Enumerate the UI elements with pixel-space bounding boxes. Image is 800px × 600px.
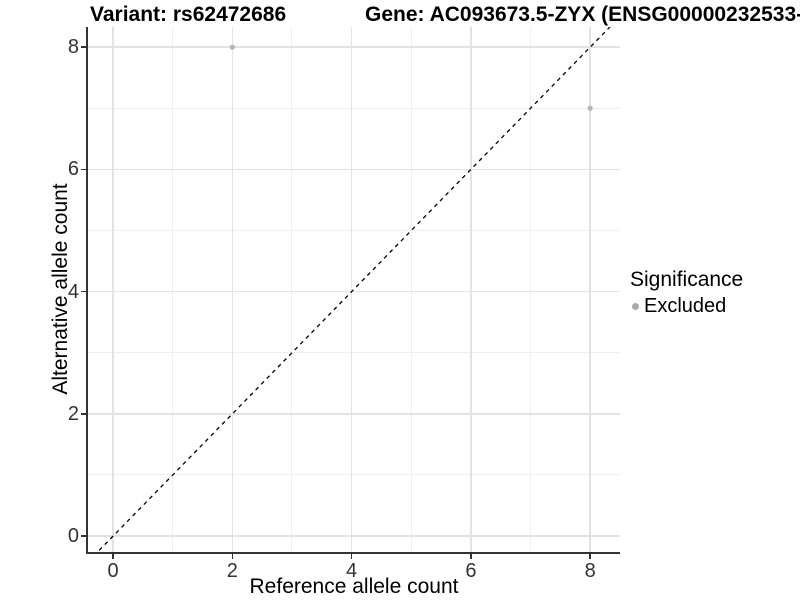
gridline-minor-y-7 [88, 107, 620, 109]
x-tick-label-2: 2 [226, 560, 238, 582]
y-tick-label-2: 2 [67, 402, 79, 425]
legend: Significance Excluded [630, 268, 743, 318]
gridline-major-x-6 [470, 27, 472, 552]
x-tick-label-8: 8 [584, 560, 596, 582]
x-tick-mark-6 [470, 554, 472, 559]
x-axis-line [86, 552, 620, 554]
gridline-major-y-0 [88, 535, 620, 537]
y-tick-mark-0 [81, 535, 86, 537]
y-tick-mark-6 [81, 168, 86, 171]
data-point-2-8 [229, 44, 235, 50]
gridline-minor-x-5 [410, 27, 412, 552]
x-tick-mark-0 [112, 554, 114, 559]
plot-layer [96, 27, 611, 552]
y-tick-mark-2 [81, 413, 86, 415]
gridline-major-x-2 [231, 27, 234, 552]
y-axis-line [86, 27, 88, 554]
data-point-8-7 [587, 105, 593, 111]
legend-point-icon [632, 303, 639, 310]
gridline-major-x-0 [112, 27, 114, 552]
x-tick-mark-4 [350, 554, 353, 559]
gridline-major-x-4 [350, 27, 353, 552]
x-tick-mark-2 [231, 554, 234, 559]
x-tick-label-0: 0 [107, 560, 119, 582]
legend-item-label: Excluded [644, 295, 727, 317]
gridline-minor-x-3 [291, 27, 293, 552]
plot-panel [88, 27, 620, 552]
gridline-minor-y-3 [88, 352, 620, 354]
gridline-major-y-8 [88, 46, 620, 48]
gridline-minor-x-1 [172, 27, 174, 552]
y-tick-label-4: 4 [67, 280, 79, 303]
legend-item-excluded: Excluded [630, 295, 743, 318]
legend-title: Significance [630, 268, 744, 291]
plot-title-gene: Gene: AC093673.5-ZYX (ENSG00000232533-EN [365, 3, 800, 26]
gridline-minor-y-1 [88, 474, 620, 476]
x-tick-label-6: 6 [465, 560, 477, 582]
x-tick-mark-8 [589, 554, 591, 559]
gridline-minor-x-7 [530, 27, 532, 552]
gridline-major-y-6 [88, 168, 620, 171]
y-tick-label-0: 0 [67, 525, 79, 548]
x-tick-label-4: 4 [346, 560, 358, 582]
gridline-major-y-4 [88, 290, 620, 293]
y-tick-label-6: 6 [67, 158, 79, 181]
gridline-major-x-8 [589, 27, 591, 552]
gridline-major-y-2 [88, 413, 620, 415]
x-axis-title: Reference allele count [249, 575, 459, 598]
y-tick-label-8: 8 [67, 36, 79, 59]
gridline-minor-y-5 [88, 230, 620, 232]
identity-line [96, 27, 611, 552]
y-tick-mark-4 [81, 290, 86, 293]
y-tick-mark-8 [81, 46, 86, 48]
plot-title-variant: Variant: rs62472686 [90, 3, 287, 26]
